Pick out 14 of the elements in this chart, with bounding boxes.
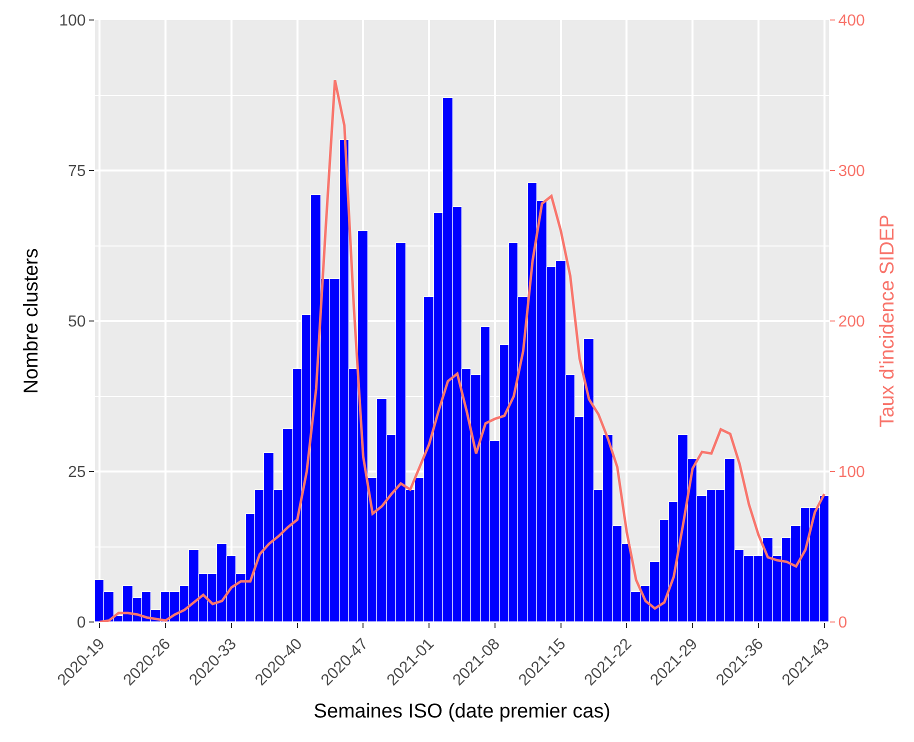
x-axis-title: Semaines ISO (date premier cas) bbox=[314, 700, 610, 723]
y-tick-label: 0 bbox=[76, 614, 86, 632]
y-tick-label: 75 bbox=[68, 163, 86, 180]
y-tick-label: 25 bbox=[68, 464, 86, 482]
y-tick-label: 50 bbox=[68, 314, 86, 331]
y-axis-title: Nombre clusters bbox=[20, 248, 43, 394]
line-series bbox=[98, 78, 826, 622]
y2-axis-title: Taux d'incidence SIDEP bbox=[876, 214, 898, 428]
y2-tick-label: 0 bbox=[838, 614, 848, 632]
y2-tick-label: 200 bbox=[838, 314, 865, 331]
y2-tick-label: 100 bbox=[838, 464, 865, 482]
y2-tick-label: 300 bbox=[838, 163, 865, 180]
y2-tick-label: 400 bbox=[838, 12, 865, 30]
y-tick-label: 100 bbox=[59, 12, 86, 30]
